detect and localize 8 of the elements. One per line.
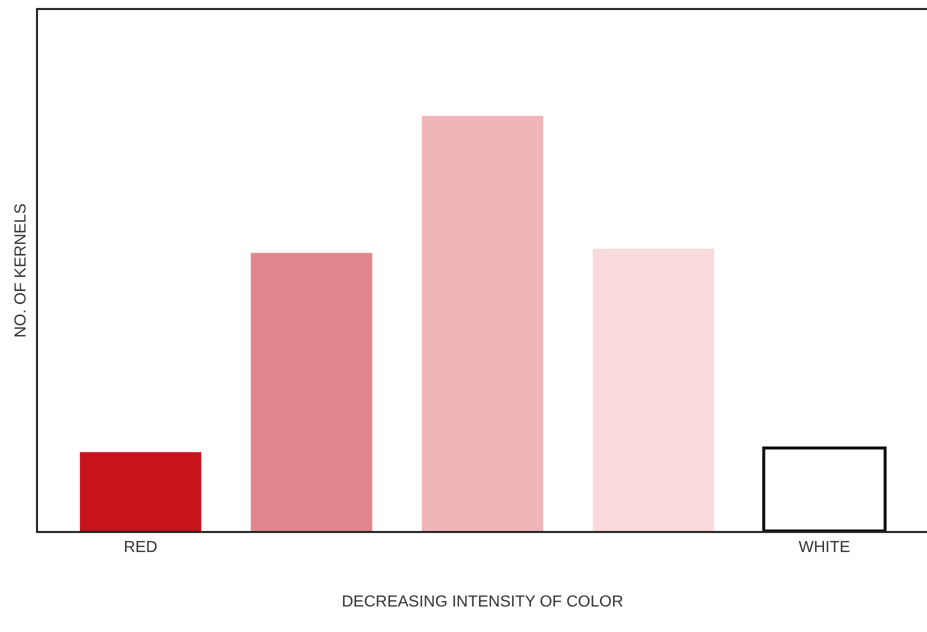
y-axis-title: NO. OF KERNELS <box>12 203 30 338</box>
bar <box>422 116 544 531</box>
bar <box>80 452 202 531</box>
x-axis-title: DECREASING INTENSITY OF COLOR <box>342 593 624 610</box>
x-tick-label: WHITE <box>798 539 850 556</box>
bar <box>592 248 714 531</box>
x-tick-label: RED <box>124 539 158 556</box>
bar <box>250 252 372 531</box>
